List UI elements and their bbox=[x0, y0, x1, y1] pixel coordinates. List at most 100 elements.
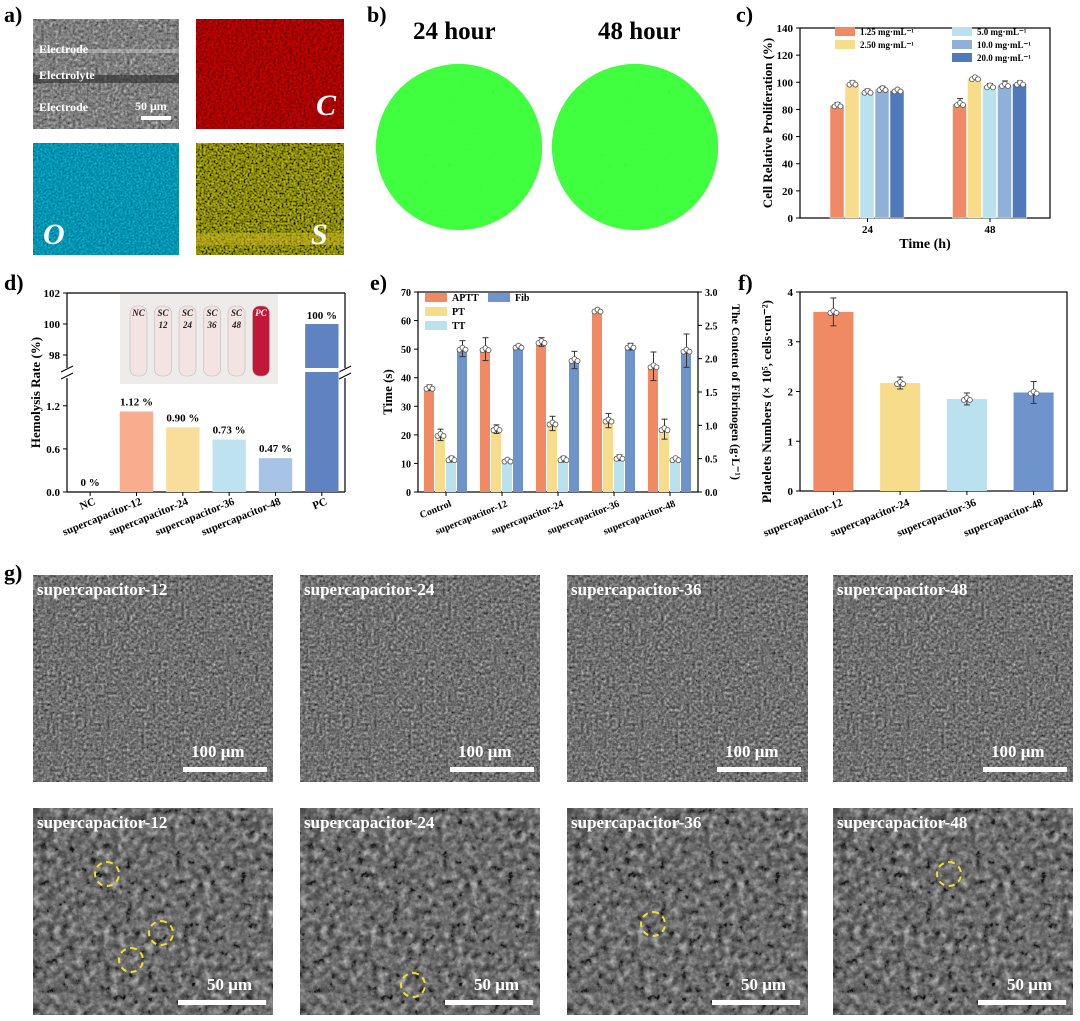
tube-0 bbox=[129, 305, 148, 377]
axis-break-a-1 bbox=[338, 365, 352, 373]
y-axis-label: Platelets Numbers (× 10⁵, cells·cm⁻²) bbox=[759, 300, 774, 503]
tube-3 bbox=[203, 305, 221, 377]
x-tick-label-0: Control bbox=[418, 499, 453, 522]
y-tick-label-0: 0 bbox=[788, 213, 794, 225]
value-label-supercapacitor-12: 1.12 % bbox=[120, 397, 153, 409]
pt-0-TT-dot-2 bbox=[451, 457, 458, 464]
pt-24-s3-dot-2 bbox=[882, 87, 889, 93]
chart-f: 0 1 2 3 4 Platelets Numbers (× 10⁵, cells·cm⁻… bbox=[759, 287, 1068, 539]
y-tick-label-1: 1 bbox=[788, 436, 794, 448]
y-left-tick-label-5: 50 bbox=[401, 345, 411, 356]
pt-3-Fib-dot-2 bbox=[630, 344, 637, 351]
legend-label-4: 20.0 mg·mL⁻¹ bbox=[977, 53, 1031, 63]
pt-2-Fib-dot-2 bbox=[574, 358, 581, 364]
y-left-tick-label-6: 60 bbox=[401, 317, 411, 328]
tube-label-1-0: SC bbox=[157, 308, 169, 318]
pt-48-s1-dot-2 bbox=[975, 76, 981, 83]
y-left-tick-label-4: 40 bbox=[401, 374, 411, 385]
scale-bar-row2-2 bbox=[712, 1000, 800, 1005]
y-tick-label-2: 2 bbox=[788, 387, 794, 399]
y-tick-label-1: 20 bbox=[782, 186, 794, 198]
element-label-o: O bbox=[43, 218, 65, 251]
pt-3-TT-dot-2 bbox=[619, 455, 626, 462]
bar-2-Fib bbox=[569, 360, 579, 492]
scale-label-row2-0: 50 μm bbox=[207, 975, 253, 994]
x-tick-label-1: 48 bbox=[985, 224, 997, 236]
x-tick-label-4: supercapacitor-48 bbox=[200, 495, 283, 538]
y-tick-label-5: 100 bbox=[777, 77, 794, 89]
scale-label-row1-0: 100 μm bbox=[191, 742, 245, 761]
sem-caption-row2-2: supercapacitor-36 bbox=[571, 813, 702, 832]
scale-bar-row1-3 bbox=[983, 767, 1067, 772]
pt-48-s4-dot-2 bbox=[1020, 81, 1026, 88]
value-label-NC: 0 % bbox=[81, 477, 100, 489]
sem-row1-0: supercapacitor-12 100 μm bbox=[33, 575, 273, 782]
bar-24-s3 bbox=[874, 88, 890, 219]
pt-24-s2-dot-2 bbox=[867, 89, 874, 96]
tube-label-4-0: SC bbox=[231, 308, 243, 318]
y-left-tick-label-7: 70 bbox=[401, 288, 411, 299]
y-left-tick-label-1: 10 bbox=[401, 459, 411, 470]
y-tick-label-0: 0 bbox=[788, 486, 794, 498]
y-axis-label: Hemolysis Rate (%) bbox=[28, 337, 43, 448]
tube-4 bbox=[227, 305, 246, 377]
axis-break-gap-1 bbox=[339, 368, 351, 378]
y-tick-label-low-1: 0.6 bbox=[46, 444, 60, 456]
sem-row2-0: supercapacitor-12 50 μm bbox=[33, 808, 273, 1015]
bar-1-Fib bbox=[513, 346, 523, 492]
sem-cross-section: Electrode Electrolyte Electrode 50 μm bbox=[33, 19, 179, 129]
value-label-PC: 100 % bbox=[307, 310, 337, 322]
legend-swatch-APTT bbox=[425, 293, 447, 302]
x-tick-label-5: PC bbox=[311, 496, 329, 513]
pt-2-APTT-dot-2 bbox=[541, 340, 548, 346]
panel-label-f: f) bbox=[738, 270, 753, 295]
legend-swatch-2 bbox=[952, 27, 972, 36]
axis-break-b-0 bbox=[60, 372, 74, 380]
legend-label-TT: TT bbox=[452, 321, 466, 332]
bar-4-PT bbox=[659, 429, 669, 492]
scale-label-row1-1: 100 μm bbox=[458, 742, 512, 761]
y-tick-label-high-0: 98 bbox=[49, 350, 61, 362]
legend-label-APTT: APTT bbox=[452, 293, 479, 304]
legend-label-3: 10.0 mg·mL⁻¹ bbox=[977, 40, 1031, 50]
y-tick-label-3: 60 bbox=[782, 132, 794, 144]
bar-supercapacitor-48 bbox=[258, 458, 293, 492]
platelet-marker-1-0 bbox=[400, 972, 426, 998]
bar-24-s4 bbox=[889, 90, 905, 219]
bar-24-s1 bbox=[844, 83, 860, 219]
pt-1-APTT-dot-2 bbox=[485, 347, 492, 354]
legend-swatch-PT bbox=[425, 307, 447, 316]
chart-e: 0 10 20 30 40 50 60 70 0.0 0.5 1.0 1.5 2.0 2.5 3.0 Time… bbox=[380, 288, 740, 537]
bar-4-Fib bbox=[681, 350, 691, 492]
tube-label-2-0: SC bbox=[182, 308, 194, 318]
tube-label-3-0: SC bbox=[206, 308, 218, 318]
x-axis-label: Time (h) bbox=[899, 237, 951, 252]
pt-48-s0-dot-2 bbox=[960, 102, 966, 108]
sem-caption-row2-0: supercapacitor-12 bbox=[37, 813, 168, 832]
pt-48-s2-dot-2 bbox=[990, 84, 996, 91]
scale-label-a: 50 μm bbox=[135, 99, 167, 113]
plot-frame bbox=[799, 27, 1051, 219]
value-label-supercapacitor-24: 0.90 % bbox=[166, 412, 199, 424]
y-right-tick-label-6: 3.0 bbox=[705, 288, 718, 299]
sem-row1-1: supercapacitor-24 100 μm bbox=[300, 575, 540, 782]
pt-3-APTT-dot-2 bbox=[597, 308, 604, 315]
bar-0-PT bbox=[435, 434, 445, 492]
bar-0-TT bbox=[446, 459, 456, 492]
bar-48-s1 bbox=[967, 77, 982, 219]
y-right-tick-label-3: 1.5 bbox=[705, 388, 718, 399]
y-right-axis-label: The Content of Fibrinogen (g·L⁻¹) bbox=[729, 304, 740, 480]
y-axis-label: Cell Relative Proliferation (%) bbox=[760, 38, 775, 209]
tube-5 bbox=[252, 305, 270, 377]
value-label-supercapacitor-48: 0.47 % bbox=[259, 443, 292, 455]
bar-48-s0 bbox=[952, 103, 967, 219]
scale-bar-row2-1 bbox=[445, 1000, 533, 1005]
bar-48-s3 bbox=[997, 84, 1012, 219]
sem-caption-row1-0: supercapacitor-12 bbox=[37, 580, 168, 599]
legend-label-Fib: Fib bbox=[515, 293, 530, 304]
value-label-supercapacitor-36: 0.73 % bbox=[213, 425, 246, 437]
pt-1-PT-dot-2 bbox=[496, 427, 503, 434]
legend-swatch-TT bbox=[425, 321, 447, 330]
y-tick-label-7: 140 bbox=[777, 23, 794, 35]
platelet-marker-0-1 bbox=[148, 920, 174, 946]
